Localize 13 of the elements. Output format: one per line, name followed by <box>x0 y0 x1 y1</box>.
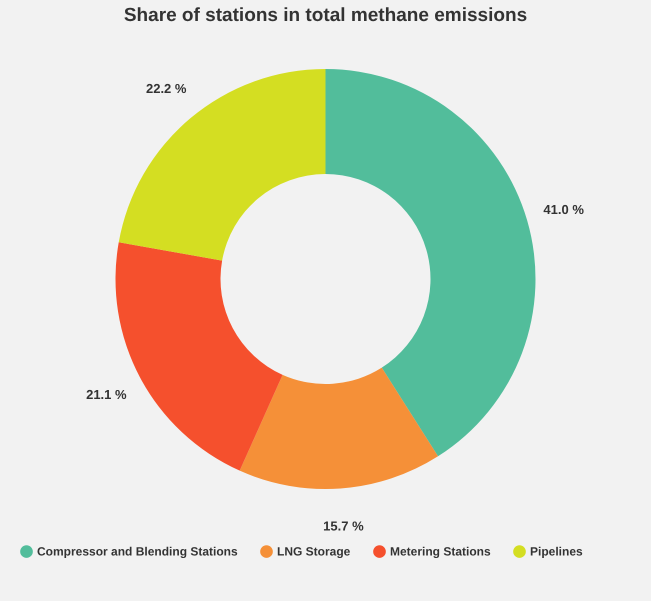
legend-label: Compressor and Blending Stations <box>37 544 238 559</box>
donut-slice <box>116 242 283 471</box>
legend-label: Metering Stations <box>390 544 491 559</box>
chart-title: Share of stations in total methane emissions <box>124 5 528 26</box>
data-label: 41.0 % <box>543 202 584 217</box>
donut-slice <box>326 69 536 456</box>
data-label: 15.7 % <box>323 518 364 534</box>
legend-label: LNG Storage <box>277 544 351 559</box>
donut-slice <box>118 69 326 261</box>
donut-slice <box>240 368 438 489</box>
data-label: 22.2 % <box>146 80 187 96</box>
legend-label: Pipelines <box>530 544 584 559</box>
data-label: 21.1 % <box>86 387 127 402</box>
